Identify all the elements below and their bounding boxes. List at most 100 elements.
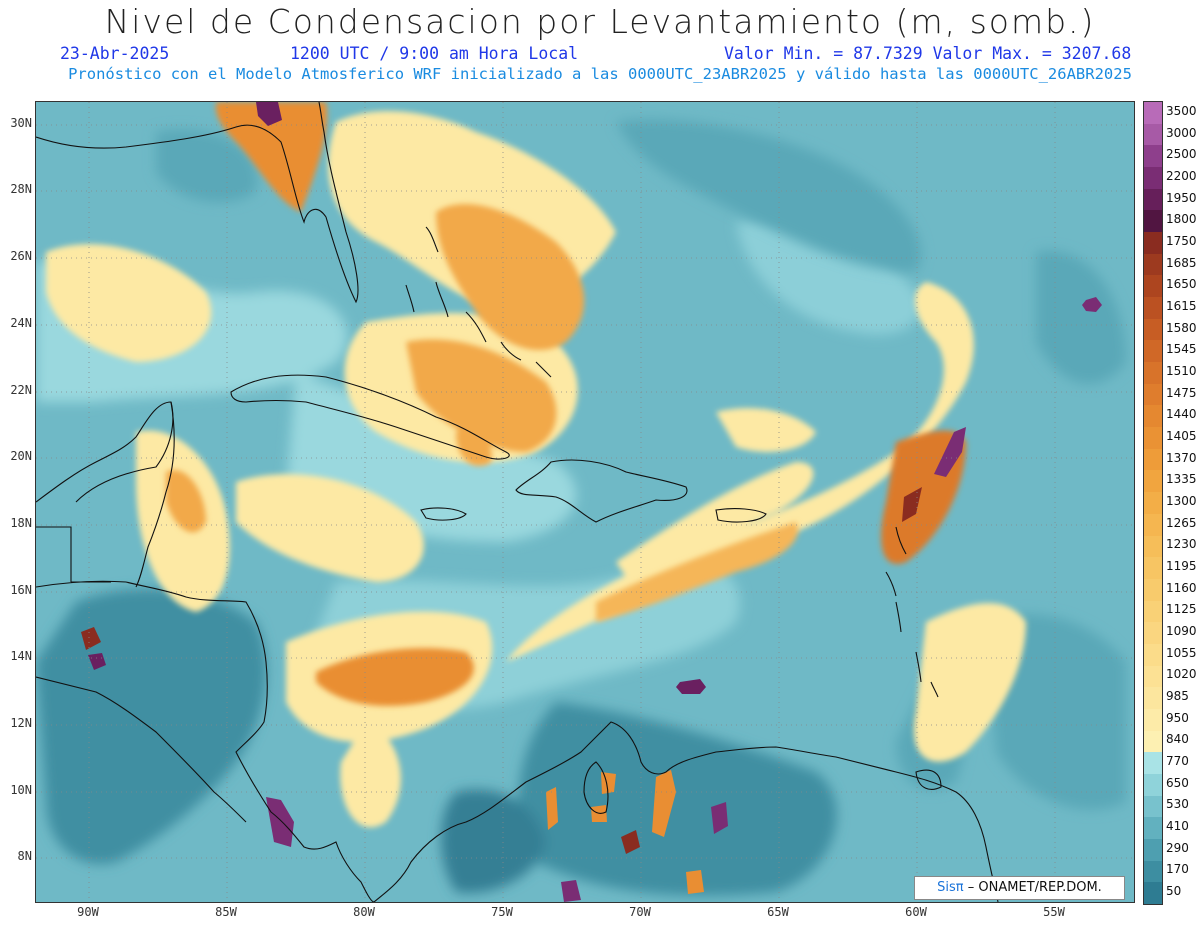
legend-label: 1685 — [1166, 255, 1197, 270]
legend-swatch — [1144, 448, 1162, 471]
legend-swatch — [1144, 665, 1162, 688]
legend-label: 50 — [1166, 884, 1182, 899]
legend-label: 840 — [1166, 732, 1189, 747]
legend-swatch — [1144, 643, 1162, 667]
lon-label: 75W — [491, 905, 513, 919]
legend-swatch — [1144, 578, 1162, 602]
legend-swatch — [1144, 167, 1162, 190]
legend-label: 1510 — [1166, 363, 1197, 378]
lon-label: 85W — [215, 905, 237, 919]
legend-swatch — [1144, 427, 1162, 450]
legend-swatch — [1144, 102, 1162, 125]
lon-label: 80W — [353, 905, 375, 919]
legend-label: 985 — [1166, 689, 1189, 704]
legend-label: 530 — [1166, 797, 1189, 812]
lon-label: 90W — [77, 905, 99, 919]
legend-swatch — [1144, 470, 1162, 493]
legend-swatch — [1144, 383, 1162, 406]
credit-box: Sisπ – ONAMET/REP.DOM. — [914, 876, 1125, 900]
legend-label: 1545 — [1166, 342, 1197, 357]
lat-label: 30N — [10, 116, 32, 130]
credit-text: – ONAMET/REP.DOM. — [967, 880, 1102, 895]
lat-label: 8N — [17, 849, 32, 863]
legend-swatch — [1144, 838, 1162, 862]
lat-label: 16N — [10, 583, 32, 597]
legend-swatch — [1144, 795, 1162, 818]
legend-label: 1475 — [1166, 385, 1197, 400]
legend-label: 1195 — [1166, 559, 1197, 574]
lat-label: 10N — [10, 783, 32, 797]
lat-label: 18N — [10, 516, 32, 530]
legend-label: 1370 — [1166, 450, 1197, 465]
lat-label: 12N — [10, 716, 32, 730]
legend-swatch — [1144, 188, 1162, 211]
legend-label: 2200 — [1166, 168, 1197, 183]
legend-swatch — [1144, 318, 1162, 341]
legend-swatch — [1144, 687, 1162, 710]
dark-teal-zones — [36, 119, 967, 896]
legend-label: 3500 — [1166, 103, 1197, 118]
legend-label: 770 — [1166, 754, 1189, 769]
legend-swatch — [1144, 882, 1162, 905]
forecast-time: 1200 UTC / 9:00 am Hora Local — [290, 44, 579, 63]
legend-swatch — [1144, 492, 1162, 515]
legend-label: 1580 — [1166, 320, 1197, 335]
legend-swatch — [1144, 210, 1162, 233]
legend-swatch — [1144, 535, 1162, 558]
legend-label: 1950 — [1166, 190, 1197, 205]
color-legend — [1143, 101, 1163, 905]
legend-label: 1615 — [1166, 298, 1197, 313]
orange-regions — [166, 102, 966, 706]
legend-label: 1750 — [1166, 233, 1197, 248]
legend-label: 1335 — [1166, 472, 1197, 487]
legend-swatch — [1144, 730, 1162, 753]
coastlines — [36, 102, 999, 902]
legend-label: 3000 — [1166, 125, 1197, 140]
lat-label: 26N — [10, 249, 32, 263]
lon-label: 55W — [1043, 905, 1065, 919]
legend-label: 410 — [1166, 819, 1189, 834]
legend-swatch — [1144, 513, 1162, 536]
legend-label: 950 — [1166, 710, 1189, 725]
legend-swatch — [1144, 145, 1162, 168]
legend-swatch — [1144, 817, 1162, 840]
legend-swatch — [1144, 275, 1162, 298]
legend-label: 1440 — [1166, 407, 1197, 422]
legend-label: 1405 — [1166, 428, 1197, 443]
legend-label: 1265 — [1166, 515, 1197, 530]
model-subtitle: Pronóstico con el Modelo Atmosferico WRF… — [68, 65, 1132, 83]
legend-label: 1160 — [1166, 580, 1197, 595]
lat-label: 22N — [10, 383, 32, 397]
lat-label: 24N — [10, 316, 32, 330]
legend-label: 1650 — [1166, 277, 1197, 292]
legend-label: 170 — [1166, 862, 1189, 877]
min-max-values: Valor Min. = 87.7329 Valor Max. = 3207.6… — [724, 44, 1132, 63]
legend-swatch — [1144, 557, 1162, 580]
lon-label: 65W — [767, 905, 789, 919]
legend-label: 1800 — [1166, 212, 1197, 227]
forecast-date: 23-Abr-2025 — [60, 44, 170, 63]
legend-swatch — [1144, 600, 1162, 623]
legend-label: 1020 — [1166, 667, 1197, 682]
legend-swatch — [1144, 362, 1162, 385]
lcl-shaded-map — [36, 102, 1134, 902]
legend-label: 1230 — [1166, 537, 1197, 552]
map-title: Nivel de Condensacion por Levantamiento … — [104, 2, 1096, 41]
legend-label: 1090 — [1166, 624, 1197, 639]
legend-label: 1055 — [1166, 645, 1197, 660]
lon-label: 60W — [905, 905, 927, 919]
sis-logo-text: Sisπ — [937, 880, 964, 895]
legend-label: 650 — [1166, 775, 1189, 790]
legend-label: 290 — [1166, 840, 1189, 855]
map-panel — [35, 101, 1135, 903]
legend-swatch — [1144, 405, 1162, 428]
legend-swatch — [1144, 340, 1162, 363]
legend-swatch — [1144, 708, 1162, 732]
purple-hotspots — [81, 102, 1102, 902]
legend-label: 2500 — [1166, 147, 1197, 162]
graticule — [36, 102, 1134, 902]
lon-label: 70W — [629, 905, 651, 919]
lat-label: 28N — [10, 182, 32, 196]
legend-swatch — [1144, 773, 1162, 797]
legend-swatch — [1144, 123, 1162, 146]
